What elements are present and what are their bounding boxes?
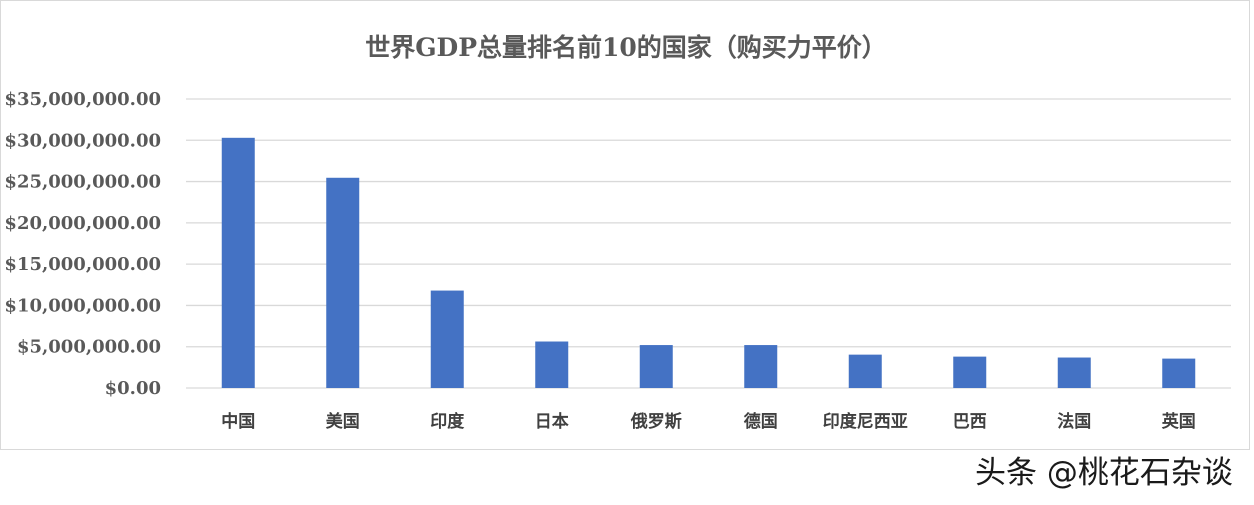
bar: [430, 290, 464, 388]
x-category-label: 巴西: [953, 412, 987, 432]
y-tick-label: $5,000,000.00: [17, 337, 161, 358]
y-tick-label: $20,000,000.00: [4, 213, 161, 234]
x-category-label: 印度: [430, 411, 465, 432]
y-tick-label: $25,000,000.00: [4, 172, 161, 193]
bar: [1162, 358, 1196, 388]
y-tick-label: $30,000,000.00: [4, 130, 161, 151]
x-category-label: 美国: [326, 411, 360, 432]
gridlines: [186, 98, 1231, 389]
bar: [221, 137, 255, 388]
x-category-label: 俄罗斯: [630, 411, 682, 432]
x-category-label: 中国: [221, 411, 255, 432]
y-tick-label: $15,000,000.00: [4, 254, 161, 275]
y-tick-label: $35,000,000.00: [4, 89, 161, 110]
bar: [1057, 357, 1091, 388]
x-category-label: 日本: [535, 411, 569, 432]
bar-chart: 世界GDP总量排名前10的国家（购买力平价） $0.00 $5,000,000.0…: [4, 33, 1231, 432]
chart-frame: 世界GDP总量排名前10的国家（购买力平价） $0.00 $5,000,000.0…: [0, 0, 1250, 450]
x-category-label: 德国: [744, 411, 778, 432]
x-category-label: 印度尼西亚: [823, 411, 908, 432]
bar: [535, 341, 569, 388]
bar: [639, 345, 673, 388]
y-tick-label: $0.00: [105, 378, 161, 399]
y-axis-ticks: $0.00 $5,000,000.00 $10,000,000.00 $15,000,…: [4, 89, 161, 399]
watermark: 头条 @桃花石杂谈: [975, 455, 1233, 491]
x-axis-categories: 中国 美国 印度 日本 俄罗斯 德国 印度尼西亚 巴西 法国 英国: [221, 411, 1196, 432]
x-category-label: 英国: [1162, 411, 1196, 432]
bar: [953, 356, 987, 388]
bar: [848, 354, 882, 388]
bar: [744, 345, 778, 388]
bars: [221, 137, 1196, 388]
x-category-label: 法国: [1057, 411, 1091, 432]
y-tick-label: $10,000,000.00: [4, 295, 161, 316]
bar: [326, 177, 360, 388]
chart-title: 世界GDP总量排名前10的国家（购买力平价）: [365, 33, 887, 62]
